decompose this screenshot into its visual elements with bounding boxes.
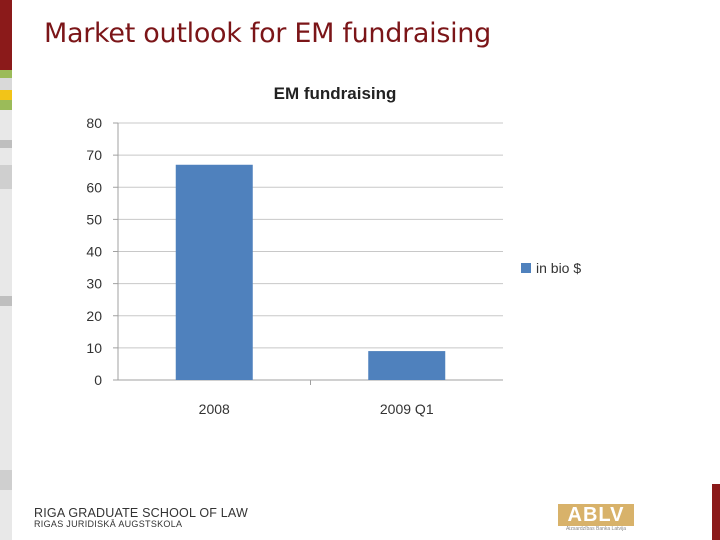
ablv-logo-text: ABLV	[558, 504, 634, 526]
left-bar-gray-segment	[0, 78, 12, 90]
y-tick-label-60: 60	[86, 179, 102, 195]
slide-title: Market outlook for EM fundraising	[44, 18, 491, 49]
left-bar-green-segment	[0, 70, 12, 78]
left-bar-green-segment-2	[0, 100, 12, 110]
x-tick-label-2009-q1: 2009 Q1	[380, 401, 434, 417]
y-tick-label-40: 40	[86, 244, 102, 260]
y-tick-label-70: 70	[86, 147, 102, 163]
y-tick-label-80: 80	[86, 115, 102, 131]
legend-label: in bio $	[536, 260, 581, 276]
left-bar-red-segment	[0, 0, 12, 70]
left-bar-gray-segment-5	[0, 470, 12, 490]
right-accent-bar	[712, 484, 720, 540]
chart-title: EM fundraising	[273, 84, 397, 103]
bar-2009-q1	[368, 351, 446, 380]
left-bar-gray-segment-4	[0, 296, 12, 306]
school-name: RIGA GRADUATE SCHOOL OF LAW	[34, 506, 248, 520]
y-tick-label-50: 50	[86, 211, 102, 227]
y-tick-label-20: 20	[86, 308, 102, 324]
x-tick-label-2008: 2008	[199, 401, 230, 417]
legend-swatch	[521, 263, 531, 273]
left-bar-yellow-segment	[0, 90, 12, 100]
bar-2008	[175, 164, 253, 380]
school-name-local: RIGAS JURIDISKĀ AUGSTSKOLA	[34, 519, 183, 529]
left-bar-gray-segment-3	[0, 165, 12, 189]
y-tick-label-30: 30	[86, 276, 102, 292]
left-decorative-bar	[0, 0, 12, 540]
y-tick-label-0: 0	[94, 372, 102, 388]
left-bar-gray-segment-2	[0, 140, 12, 148]
y-tick-label-10: 10	[86, 340, 102, 356]
ablv-logo-subtext: Aizsardzības Banka Latvija	[565, 526, 627, 532]
ablv-logo: ABLV Aizsardzības Banka Latvija	[558, 504, 634, 532]
